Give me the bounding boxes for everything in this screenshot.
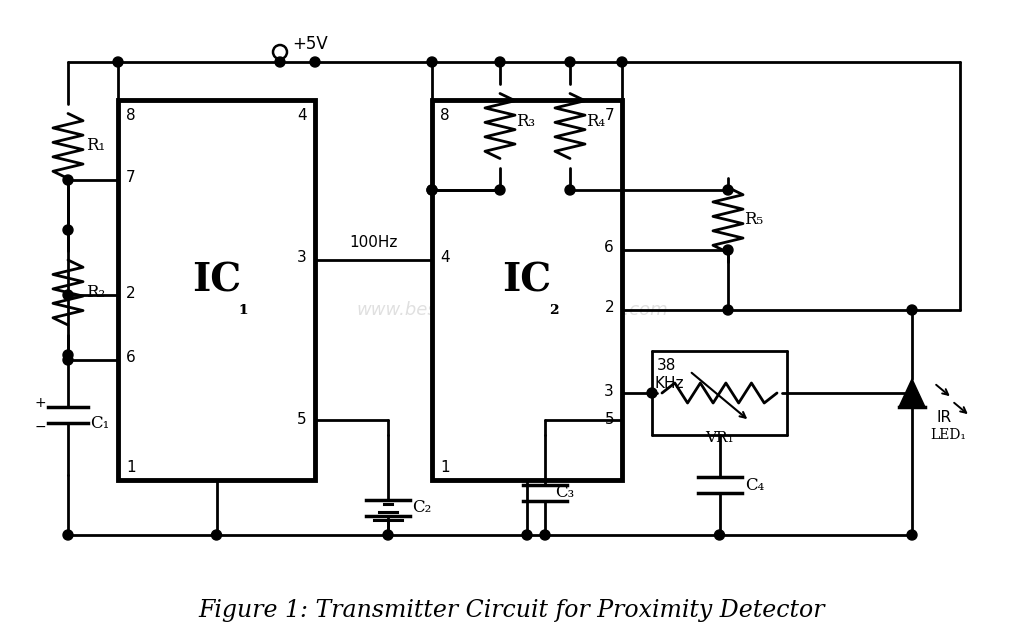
Circle shape bbox=[427, 185, 437, 195]
Text: ₁: ₁ bbox=[239, 297, 248, 319]
Text: +: + bbox=[34, 396, 46, 410]
Text: 2: 2 bbox=[126, 286, 135, 300]
Circle shape bbox=[310, 57, 319, 67]
Circle shape bbox=[907, 530, 918, 540]
Text: −: − bbox=[34, 420, 46, 434]
Circle shape bbox=[723, 185, 733, 195]
Circle shape bbox=[113, 57, 123, 67]
Circle shape bbox=[647, 388, 657, 398]
Text: 5: 5 bbox=[604, 413, 614, 428]
Text: R₃: R₃ bbox=[516, 112, 536, 130]
Text: LED₁: LED₁ bbox=[930, 428, 966, 442]
Text: 8: 8 bbox=[126, 108, 135, 123]
Text: 38: 38 bbox=[657, 358, 677, 372]
Circle shape bbox=[63, 290, 73, 300]
Text: R₅: R₅ bbox=[744, 211, 763, 229]
Text: ₂: ₂ bbox=[549, 297, 559, 319]
Circle shape bbox=[63, 350, 73, 360]
Text: Figure 1: Transmitter Circuit for Proximity Detector: Figure 1: Transmitter Circuit for Proxim… bbox=[199, 598, 825, 621]
Text: 6: 6 bbox=[604, 241, 614, 256]
Text: C₄: C₄ bbox=[745, 476, 765, 494]
Text: IR: IR bbox=[937, 410, 952, 426]
Circle shape bbox=[715, 530, 725, 540]
Circle shape bbox=[522, 530, 532, 540]
Circle shape bbox=[275, 57, 285, 67]
Text: R₁: R₁ bbox=[86, 137, 105, 155]
Text: 7: 7 bbox=[126, 171, 135, 186]
Text: R₂: R₂ bbox=[86, 284, 105, 301]
Text: 1: 1 bbox=[440, 460, 450, 476]
Circle shape bbox=[63, 355, 73, 365]
Text: 7: 7 bbox=[604, 108, 614, 123]
Circle shape bbox=[63, 175, 73, 185]
Circle shape bbox=[383, 530, 393, 540]
Text: +5V: +5V bbox=[292, 35, 328, 53]
Polygon shape bbox=[899, 379, 925, 407]
Text: KHz: KHz bbox=[654, 376, 683, 390]
Circle shape bbox=[565, 185, 575, 195]
Text: 2: 2 bbox=[604, 300, 614, 315]
Text: 6: 6 bbox=[126, 351, 136, 365]
Circle shape bbox=[63, 225, 73, 235]
Circle shape bbox=[212, 530, 221, 540]
Text: IC: IC bbox=[503, 261, 552, 299]
Circle shape bbox=[907, 305, 918, 315]
Circle shape bbox=[495, 185, 505, 195]
Circle shape bbox=[427, 57, 437, 67]
Text: R₄: R₄ bbox=[586, 112, 605, 130]
Circle shape bbox=[723, 305, 733, 315]
Circle shape bbox=[723, 245, 733, 255]
Text: 3: 3 bbox=[604, 383, 614, 399]
Text: 4: 4 bbox=[440, 250, 450, 266]
Text: 1: 1 bbox=[126, 460, 135, 476]
Text: C₃: C₃ bbox=[555, 484, 574, 501]
Circle shape bbox=[63, 530, 73, 540]
Text: 100Hz: 100Hz bbox=[349, 235, 397, 250]
Bar bbox=[118, 100, 315, 480]
Text: 3: 3 bbox=[297, 250, 307, 266]
Text: 8: 8 bbox=[440, 108, 450, 123]
Circle shape bbox=[540, 530, 550, 540]
Text: www.bestengineeringprojects.com: www.bestengineeringprojects.com bbox=[356, 301, 668, 319]
Bar bbox=[432, 100, 622, 480]
Circle shape bbox=[617, 57, 627, 67]
Text: IC: IC bbox=[191, 261, 241, 299]
Circle shape bbox=[565, 57, 575, 67]
Circle shape bbox=[495, 57, 505, 67]
Circle shape bbox=[427, 185, 437, 195]
Text: 5: 5 bbox=[297, 413, 307, 428]
Text: C₁: C₁ bbox=[90, 415, 110, 431]
Text: VR₁: VR₁ bbox=[706, 431, 734, 445]
Text: 4: 4 bbox=[297, 108, 307, 123]
Text: C₂: C₂ bbox=[412, 499, 431, 516]
